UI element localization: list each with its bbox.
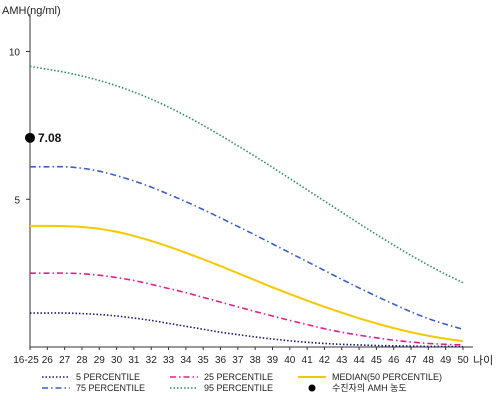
x-tick-label: 36 — [215, 355, 227, 366]
x-tick-label: 32 — [146, 355, 158, 366]
x-tick-label: 39 — [267, 355, 279, 366]
series-line-75-percentile — [30, 165, 464, 331]
legend-label-median-50-percentile: MEDIAN(50 PERCENTILE) — [332, 372, 442, 382]
patient-marker-point — [25, 132, 35, 143]
legend-label-5-percentile: 5 PERCENTILE — [76, 372, 140, 382]
axes: AMH(ng/ml) 5 10 16-25 26 27 28 29 30 31 32 33 34 35 36… — [2, 5, 493, 367]
x-tick-label: 50 — [457, 355, 469, 366]
y-tick-label: 5 — [14, 195, 20, 206]
x-axis-label: 나이 — [473, 354, 493, 367]
x-tick-label: 43 — [336, 355, 348, 366]
series-line-25-percentile — [29, 272, 464, 346]
x-tick-label: 16-25 — [13, 355, 39, 366]
x-tick-label: 35 — [198, 355, 210, 366]
y-axis-label: AMH(ng/ml) — [2, 5, 61, 17]
x-tick-label: 48 — [423, 355, 435, 366]
x-tick-label: 41 — [302, 355, 314, 366]
x-tick-label: 47 — [405, 355, 417, 366]
x-tick-label: 44 — [354, 355, 366, 366]
legend-label-95-percentile: 95 PERCENTILE — [204, 383, 273, 393]
x-tick-label: 45 — [371, 355, 383, 366]
patient-marker-group: 7.08 — [25, 131, 62, 145]
x-tick-label: 38 — [250, 355, 262, 366]
x-tick-label: 27 — [59, 355, 71, 366]
x-tick-label: 37 — [232, 355, 244, 366]
x-tick-label: 26 — [42, 355, 54, 366]
x-tick-label: 34 — [180, 355, 192, 366]
x-tick-label: 33 — [163, 355, 175, 366]
series-line-95-percentile — [29, 65, 464, 284]
series-line-5-percentile — [29, 312, 464, 348]
x-tick-label: 30 — [111, 355, 123, 366]
y-tick-label: 10 — [9, 48, 21, 59]
legend: 5 PERCENTILE 25 PERCENTILE MEDIAN(50 PERCE… — [42, 372, 442, 393]
series-line-median-50-percentile — [29, 224, 464, 343]
x-tick-label: 42 — [319, 355, 331, 366]
x-tick-label: 49 — [440, 355, 452, 366]
legend-label-25-percentile: 25 PERCENTILE — [204, 372, 273, 382]
legend-label-patient-marker: 수진자의 AMH 농도 — [332, 383, 407, 393]
x-tick-label: 29 — [94, 355, 106, 366]
legend-label-75-percentile: 75 PERCENTILE — [76, 383, 145, 393]
legend-swatch-patient-marker — [308, 384, 316, 392]
series-lines — [29, 65, 464, 348]
x-tick-label: 31 — [128, 355, 140, 366]
x-tick-label: 40 — [284, 355, 296, 366]
x-tick-label: 46 — [388, 355, 400, 366]
patient-marker-value: 7.08 — [38, 131, 62, 145]
x-tick-label: 28 — [76, 355, 88, 366]
